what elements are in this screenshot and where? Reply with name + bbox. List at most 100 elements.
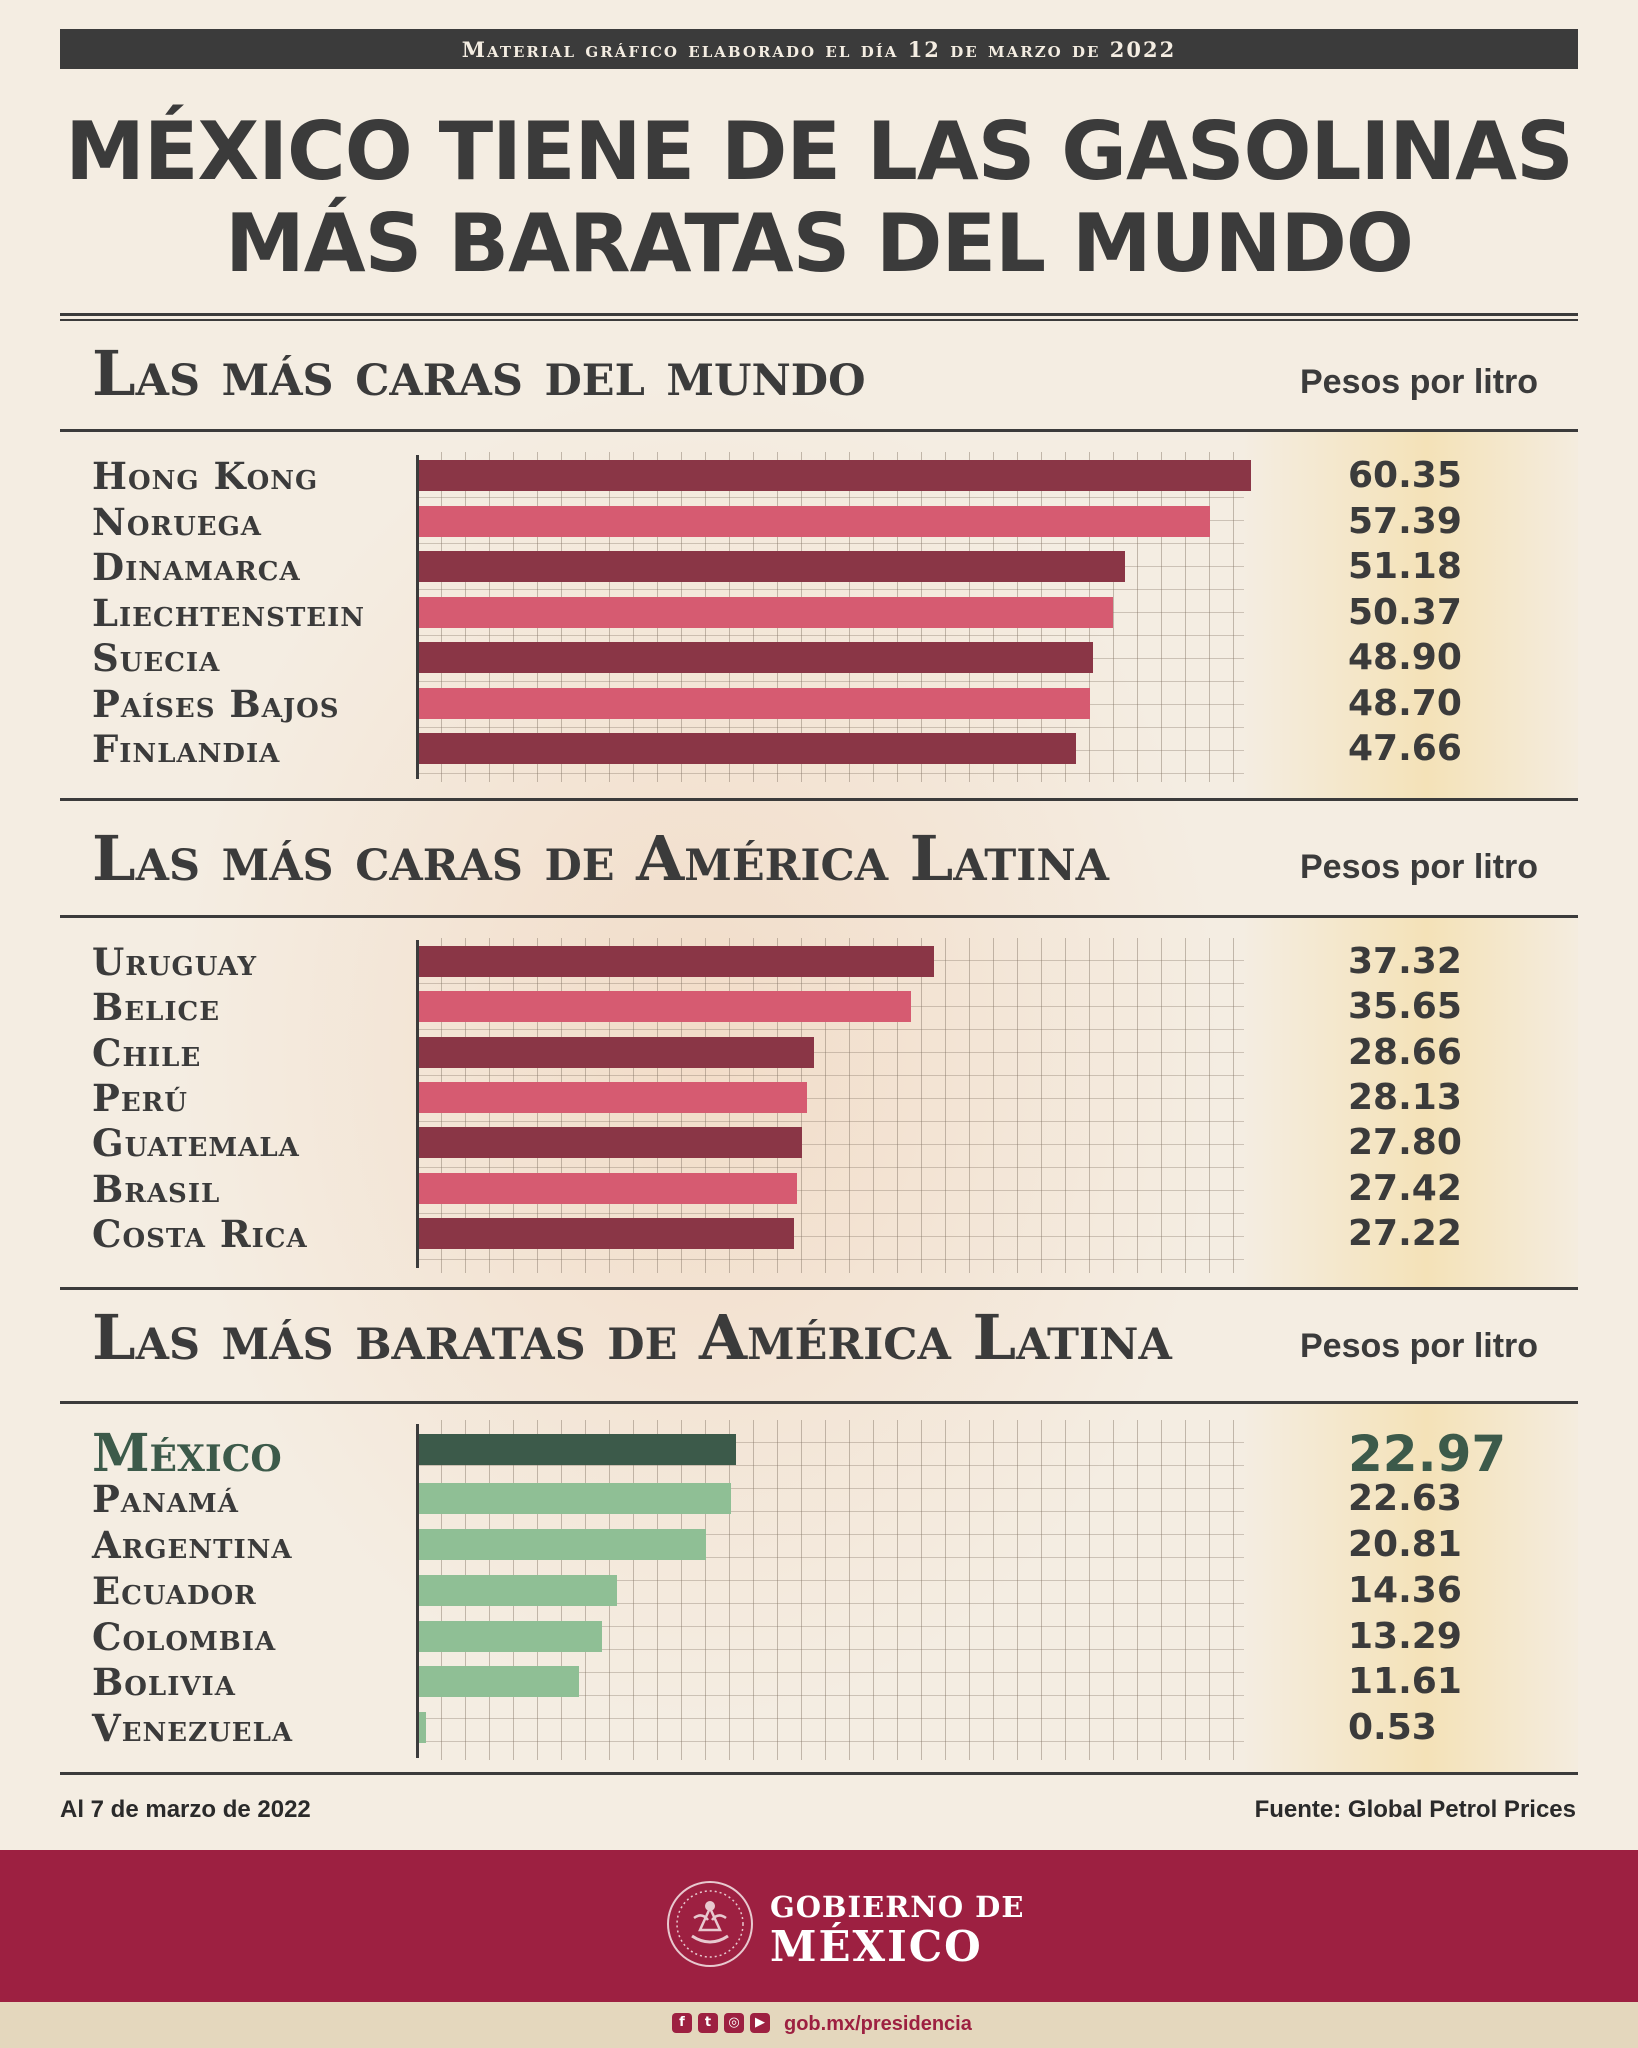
category-label: Belice: [92, 985, 221, 1029]
bar: [419, 1529, 706, 1560]
data-label: 22.97: [1348, 1425, 1507, 1483]
title-line-2: MÁS BARATAS DEL MUNDO: [225, 197, 1414, 290]
bar: [419, 1218, 795, 1249]
value-column-bg: [1242, 1404, 1578, 1774]
divider: [60, 1772, 1578, 1775]
data-label: 47.66: [1348, 728, 1462, 769]
coat-of-arms-icon: [667, 1881, 753, 1967]
divider: [60, 915, 1578, 918]
chart-axis: [416, 1424, 419, 1758]
chart-axis: [416, 455, 419, 779]
category-label: Liechtenstein: [92, 591, 366, 635]
chart-axis: [416, 940, 419, 1268]
page-title: MÉXICO TIENE DE LAS GASOLINAS MÁS BARATA…: [40, 106, 1598, 290]
category-label: Hong Kong: [92, 454, 319, 498]
gov-line-1: GOBIERNO DE: [770, 1890, 1025, 1924]
bar: [419, 551, 1125, 582]
unit-label-1: Pesos por litro: [1300, 363, 1539, 401]
data-label: 27.80: [1348, 1122, 1462, 1163]
category-label: Suecia: [92, 636, 221, 680]
divider: [60, 1287, 1578, 1290]
category-label: México: [92, 1423, 282, 1484]
data-label: 35.65: [1348, 986, 1462, 1027]
bar: [419, 1712, 427, 1743]
bar: [419, 991, 911, 1022]
data-label: 37.32: [1348, 941, 1462, 982]
source-note: Fuente: Global Petrol Prices: [1254, 1796, 1576, 1823]
unit-label-3: Pesos por litro: [1300, 1327, 1539, 1365]
bar: [419, 1666, 580, 1697]
social-icons: f t ◎ ▶: [672, 2013, 770, 2035]
website-link[interactable]: gob.mx/presidencia: [784, 2013, 972, 2035]
bar: [419, 688, 1091, 719]
divider: [60, 798, 1578, 801]
data-label: 48.70: [1348, 683, 1462, 724]
category-label: Perú: [92, 1076, 188, 1120]
data-label: 28.66: [1348, 1032, 1462, 1073]
data-label: 51.18: [1348, 546, 1462, 587]
bar: [419, 946, 934, 977]
value-column-bg: [1242, 918, 1578, 1288]
gov-line-2: MÉXICO: [770, 1922, 983, 1971]
government-name: GOBIERNO DE MÉXICO: [770, 1890, 1030, 1970]
facebook-icon[interactable]: f: [672, 2013, 692, 2033]
data-label: 48.90: [1348, 637, 1462, 678]
data-label: 60.35: [1348, 455, 1462, 496]
title-line-1: MÉXICO TIENE DE LAS GASOLINAS: [65, 105, 1573, 198]
category-label: Colombia: [92, 1615, 277, 1659]
category-label: Ecuador: [92, 1569, 257, 1613]
section-heading-1: Las más caras del mundo: [92, 337, 866, 410]
bar: [419, 506, 1211, 537]
value-column-bg: [1242, 432, 1578, 798]
category-label: Finlandia: [92, 727, 281, 771]
bar: [419, 1173, 798, 1204]
section-heading-3: Las más baratas de América Latina: [92, 1301, 1172, 1374]
bar: [419, 1434, 736, 1465]
bar: [419, 642, 1094, 673]
bar: [419, 1037, 815, 1068]
date-note: Al 7 de marzo de 2022: [60, 1796, 311, 1823]
category-label: Venezuela: [92, 1706, 294, 1750]
category-label: Chile: [92, 1031, 202, 1075]
government-footer: [0, 1850, 1638, 2002]
bar: [419, 1483, 732, 1514]
data-label: 13.29: [1348, 1616, 1462, 1657]
data-label: 57.39: [1348, 501, 1462, 542]
bar: [419, 1082, 807, 1113]
data-label: 11.61: [1348, 1661, 1462, 1702]
category-label: Dinamarca: [92, 545, 301, 589]
unit-label-2: Pesos por litro: [1300, 848, 1539, 886]
divider: [60, 429, 1578, 432]
category-label: Panamá: [92, 1477, 239, 1521]
data-label: 22.63: [1348, 1478, 1462, 1519]
category-label: Guatemala: [92, 1121, 300, 1165]
data-label: 27.22: [1348, 1213, 1462, 1254]
category-label: Noruega: [92, 500, 262, 544]
data-label: 50.37: [1348, 592, 1462, 633]
bar: [419, 460, 1252, 491]
bar: [419, 597, 1114, 628]
bar: [419, 1127, 803, 1158]
top-banner: Material gráfico elaborado el día 12 de …: [60, 29, 1578, 69]
data-label: 27.42: [1348, 1168, 1462, 1209]
bar: [419, 1621, 603, 1652]
category-label: Países Bajos: [92, 682, 340, 726]
youtube-icon[interactable]: ▶: [750, 2013, 770, 2033]
divider: [60, 313, 1578, 321]
category-label: Brasil: [92, 1167, 221, 1211]
category-label: Uruguay: [92, 940, 258, 984]
section-heading-2: Las más caras de América Latina: [92, 822, 1110, 895]
bar: [419, 1575, 617, 1606]
data-label: 0.53: [1348, 1707, 1437, 1748]
bar: [419, 733, 1077, 764]
data-label: 28.13: [1348, 1077, 1462, 1118]
twitter-icon[interactable]: t: [698, 2013, 718, 2033]
social-footer: [0, 2002, 1638, 2048]
instagram-icon[interactable]: ◎: [724, 2013, 744, 2033]
data-label: 14.36: [1348, 1570, 1462, 1611]
category-label: Argentina: [92, 1523, 293, 1567]
category-label: Costa Rica: [92, 1212, 308, 1256]
category-label: Bolivia: [92, 1660, 236, 1704]
data-label: 20.81: [1348, 1524, 1462, 1565]
divider: [60, 1401, 1578, 1404]
